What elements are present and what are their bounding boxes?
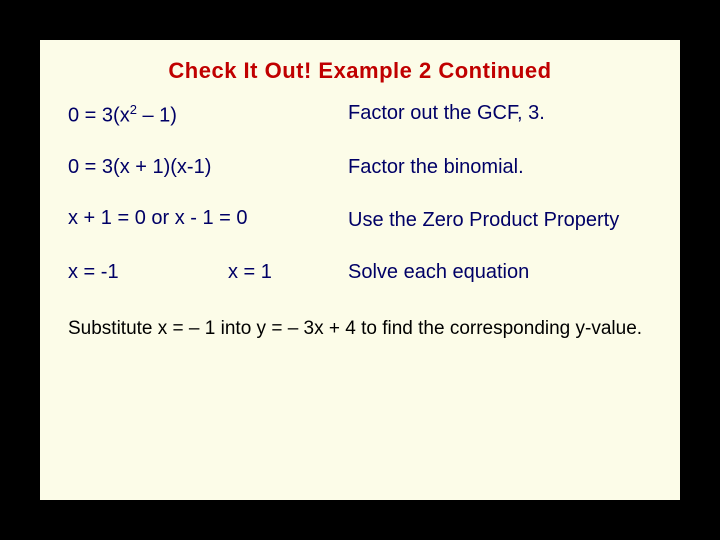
step-description: Use the Zero Product Property — [348, 207, 652, 233]
solution-text: x = 1 — [228, 261, 348, 284]
equation-text: 0 = 3(x2 – 1) — [68, 102, 348, 128]
step-row: 0 = 3(x + 1)(x-1) Factor the binomial. — [68, 156, 652, 179]
slide-title: Check It Out! Example 2 Continued — [68, 58, 652, 84]
step-row: 0 = 3(x2 – 1) Factor out the GCF, 3. — [68, 102, 652, 128]
step-row: x + 1 = 0 or x - 1 = 0 Use the Zero Prod… — [68, 207, 652, 233]
step-description: Solve each equation — [348, 261, 652, 284]
step-description: Factor the binomial. — [348, 156, 652, 179]
solution-text: x = -1 — [68, 261, 228, 284]
slide: Check It Out! Example 2 Continued 0 = 3(… — [40, 40, 680, 500]
step-description: Factor out the GCF, 3. — [348, 102, 652, 128]
step-row: x = -1 x = 1 Solve each equation — [68, 261, 652, 284]
equation-text: x + 1 = 0 or x - 1 = 0 — [68, 207, 348, 233]
footer-text: Substitute x = – 1 into y = – 3x + 4 to … — [68, 316, 652, 342]
equation-text: 0 = 3(x + 1)(x-1) — [68, 156, 348, 179]
